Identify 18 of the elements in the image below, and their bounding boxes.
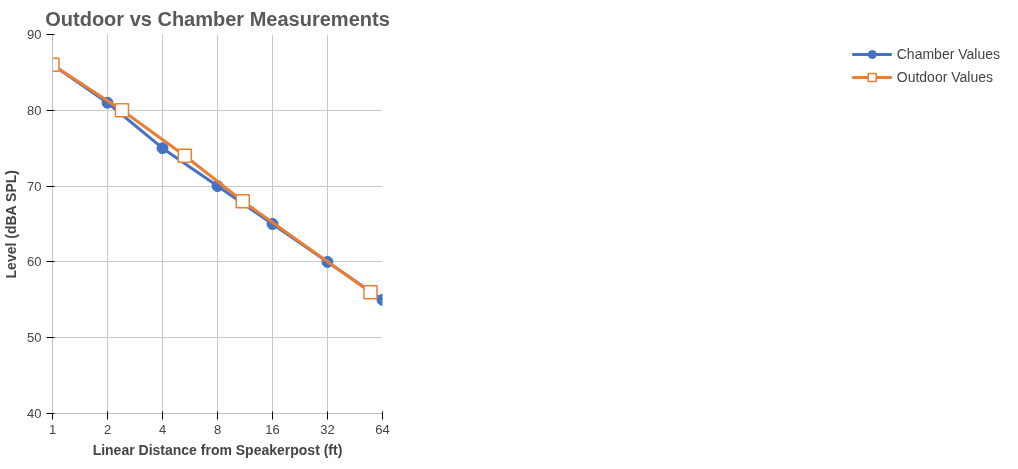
y-tick-label: 70 xyxy=(27,178,42,194)
legend-label: Chamber Values xyxy=(896,46,1000,62)
x-tick-label: 32 xyxy=(320,421,335,437)
x-tick-label: 2 xyxy=(103,421,112,437)
x-tick-label: 16 xyxy=(265,421,280,437)
x-axis-title: Linear Distance from Speakerpost (ft) xyxy=(92,441,343,458)
y-tick-label: 40 xyxy=(27,406,42,421)
x-tick-label: 4 xyxy=(158,421,167,437)
x-tick-label: 64 xyxy=(375,421,390,437)
legend-label: Outdoor Values xyxy=(896,69,993,85)
chart-title: Outdoor vs Chamber Measurements xyxy=(45,7,390,30)
x-tick-label: 1 xyxy=(48,421,57,437)
x-tick-label: 8 xyxy=(213,421,222,437)
y-tick-label: 80 xyxy=(27,102,42,118)
y-tick-label: 50 xyxy=(27,330,42,346)
y-tick-label: 90 xyxy=(27,27,42,42)
y-axis-title: Level (dBA SPL) xyxy=(3,170,20,279)
y-tick-label: 60 xyxy=(27,254,42,270)
